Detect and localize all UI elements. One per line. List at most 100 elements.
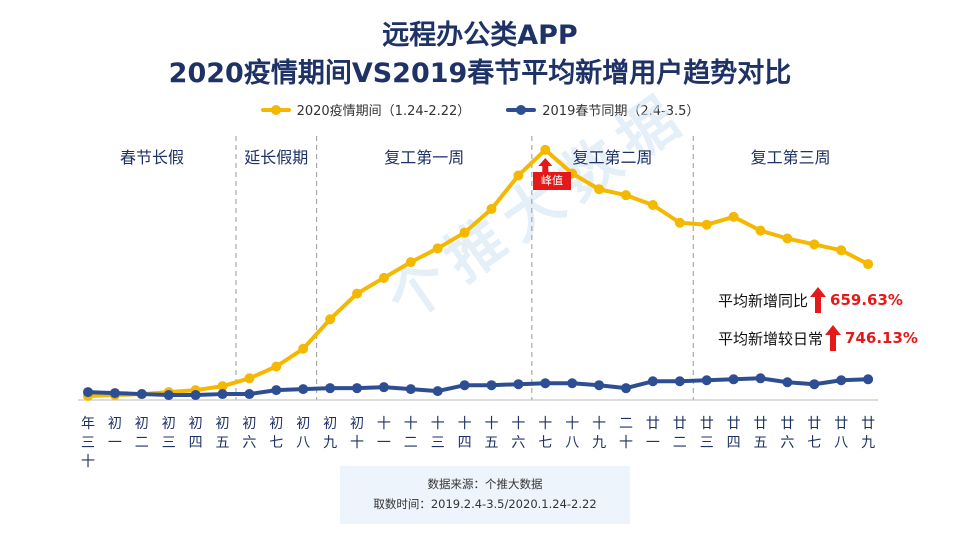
data-point bbox=[836, 245, 847, 256]
daily-value: 746.13% bbox=[845, 329, 918, 347]
data-point bbox=[217, 381, 228, 392]
x-tick-label: 初二 bbox=[135, 415, 149, 451]
legend-label-2020: 2020疫情期间（1.24-2.22） bbox=[296, 104, 471, 119]
data-point bbox=[217, 389, 228, 400]
source-line2: 取数时间：2019.2.4-3.5/2020.1.24-2.22 bbox=[373, 497, 597, 511]
x-tick-label: 初四 bbox=[189, 415, 203, 451]
daily-label: 平均新增较日常 bbox=[718, 329, 824, 348]
series-line-0 bbox=[87, 147, 870, 399]
data-point bbox=[109, 388, 120, 399]
x-tick-label: 初八 bbox=[296, 415, 310, 451]
x-tick-label: 廿四 bbox=[727, 416, 741, 451]
x-tick-label: 十六 bbox=[511, 416, 525, 451]
data-point bbox=[540, 378, 551, 389]
data-point bbox=[459, 380, 470, 391]
x-tick-label: 廿七 bbox=[807, 416, 821, 451]
x-tick-label: 廿三 bbox=[700, 416, 714, 451]
data-point bbox=[271, 385, 282, 396]
x-tick-label: 十八 bbox=[565, 416, 579, 451]
x-tick-label: 初十 bbox=[350, 415, 364, 451]
x-tick-label: 十九 bbox=[592, 416, 606, 451]
x-tick-label: 十一 bbox=[377, 416, 391, 451]
data-point bbox=[836, 375, 847, 386]
data-point bbox=[271, 361, 282, 372]
source-line1: 数据来源：个推大数据 bbox=[427, 477, 543, 491]
x-tick-label: 十五 bbox=[485, 416, 499, 451]
data-point bbox=[298, 343, 309, 354]
data-point bbox=[486, 203, 497, 214]
legend-swatch-2020 bbox=[260, 104, 291, 115]
data-point bbox=[863, 374, 874, 385]
data-point bbox=[432, 243, 443, 254]
data-point bbox=[594, 380, 605, 391]
data-point bbox=[163, 390, 174, 401]
data-point bbox=[513, 379, 524, 390]
data-point bbox=[728, 374, 739, 385]
chart-title-line2: 2020疫情期间VS2019春节平均新增用户趋势对比 bbox=[168, 58, 792, 89]
x-tick-label: 初七 bbox=[269, 415, 283, 451]
x-tick-label: 初六 bbox=[242, 415, 256, 451]
data-point bbox=[540, 144, 551, 155]
x-tick-label: 初一 bbox=[108, 415, 122, 451]
data-point bbox=[136, 389, 147, 400]
x-tick-label: 初五 bbox=[216, 415, 230, 451]
legend-swatch-2019 bbox=[506, 104, 537, 115]
period-label: 复工第二周 bbox=[573, 148, 653, 167]
yoy-value: 659.63% bbox=[830, 291, 903, 309]
data-point bbox=[647, 376, 658, 387]
data-point bbox=[352, 383, 362, 394]
x-tick-label: 十四 bbox=[458, 416, 472, 451]
data-point bbox=[701, 219, 712, 230]
data-point bbox=[674, 217, 685, 228]
data-point bbox=[244, 389, 255, 400]
x-tick-label: 初九 bbox=[323, 415, 337, 451]
peak-badge: 峰值 bbox=[533, 172, 571, 190]
data-point bbox=[647, 200, 658, 211]
x-tick-label: 廿五 bbox=[754, 416, 768, 451]
chart-title-line1: 远程办公类APP bbox=[382, 20, 578, 51]
legend-label-2019: 2019春节同期（2.4-3.5） bbox=[542, 104, 700, 119]
x-tick-label: 廿八 bbox=[834, 416, 848, 451]
period-label: 延长假期 bbox=[244, 148, 308, 167]
x-tick-label: 二十 bbox=[619, 416, 633, 451]
data-point bbox=[244, 373, 255, 384]
data-point bbox=[405, 257, 416, 268]
x-tick-label: 廿九 bbox=[861, 416, 875, 451]
data-point bbox=[378, 382, 389, 393]
data-point bbox=[782, 377, 793, 388]
data-point bbox=[352, 288, 362, 299]
data-point bbox=[594, 184, 605, 195]
data-point bbox=[325, 383, 336, 394]
x-tick-label: 初三 bbox=[162, 415, 176, 451]
data-point bbox=[83, 387, 93, 398]
data-point bbox=[701, 375, 712, 386]
data-point bbox=[567, 378, 578, 389]
legend-item-2020: 2020疫情期间（1.24-2.22） bbox=[260, 100, 471, 119]
data-point bbox=[513, 170, 524, 181]
x-tick-label: 十七 bbox=[538, 416, 552, 451]
data-point bbox=[755, 373, 766, 384]
up-arrow-icon bbox=[825, 325, 842, 351]
peak-arrow-icon bbox=[538, 158, 553, 172]
data-point bbox=[809, 239, 820, 250]
x-tick-label: 廿二 bbox=[673, 416, 687, 451]
data-point bbox=[405, 384, 416, 395]
period-label: 春节长假 bbox=[120, 148, 184, 167]
yoy-label: 平均新增同比 bbox=[718, 291, 809, 310]
chart-legend: 2020疫情期间（1.24-2.22） 2019春节同期（2.4-3.5） bbox=[0, 100, 960, 119]
up-arrow-icon bbox=[810, 287, 827, 313]
x-tick-label: 年三十 bbox=[81, 416, 95, 470]
period-label: 复工第三周 bbox=[751, 148, 831, 167]
data-point bbox=[621, 383, 631, 394]
yoy-annotation: 平均新增同比 659.63% bbox=[718, 287, 903, 313]
data-point bbox=[486, 380, 497, 391]
daily-annotation: 平均新增较日常 746.13% bbox=[718, 325, 918, 351]
data-point bbox=[863, 259, 874, 270]
data-point bbox=[298, 384, 309, 395]
data-point bbox=[190, 390, 201, 401]
x-tick-label: 廿六 bbox=[780, 416, 794, 451]
x-tick-label: 十三 bbox=[431, 416, 445, 451]
data-point bbox=[621, 190, 631, 201]
data-point bbox=[674, 376, 685, 387]
